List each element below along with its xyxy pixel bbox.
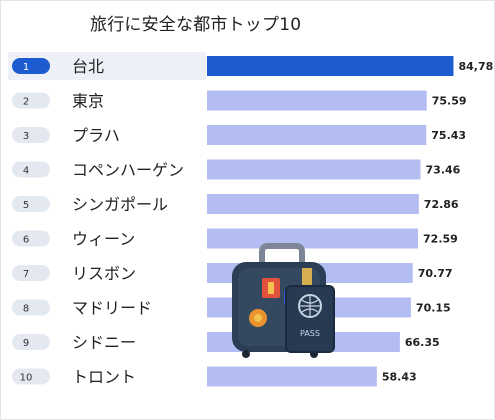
rank-label: 9	[23, 338, 29, 349]
category-label: トロント	[72, 368, 136, 387]
rank-label: 6	[23, 235, 29, 246]
svg-text:PASS: PASS	[300, 329, 320, 338]
rank-pill	[12, 92, 50, 109]
category-label: コペンハーゲン	[72, 161, 184, 180]
category-label: 東京	[72, 92, 104, 111]
rank-label: 5	[23, 200, 29, 211]
rank-pill	[12, 196, 50, 212]
rank-pill	[12, 230, 50, 247]
rank-pill	[12, 265, 50, 281]
bar	[207, 159, 421, 180]
value-label: 72.86	[424, 198, 459, 211]
bar	[207, 366, 377, 387]
category-label: シンガポール	[72, 195, 168, 214]
chart-title: 旅行に安全な都市トップ10	[90, 15, 302, 35]
category-label: マドリード	[72, 299, 152, 318]
rank-pill	[12, 299, 50, 316]
value-label: 75.43	[431, 129, 466, 142]
category-label: プラハ	[72, 126, 120, 145]
rank-pill	[12, 368, 50, 385]
value-label: 73.46	[426, 164, 461, 177]
category-label: リスボン	[72, 264, 136, 283]
bar	[207, 194, 419, 214]
rank-label: 4	[23, 166, 29, 177]
value-label: 66.35	[405, 336, 440, 349]
bar	[207, 125, 427, 145]
bar	[207, 228, 419, 249]
rank-pill	[12, 334, 50, 350]
category-label: 台北	[72, 57, 104, 76]
value-label: 72.59	[423, 233, 458, 246]
value-label: 58.43	[382, 371, 417, 384]
category-label: シドニー	[72, 333, 136, 352]
value-label: 70.77	[418, 267, 453, 280]
value-label: 75.59	[432, 95, 467, 108]
rank-label: 2	[23, 97, 29, 108]
rank-label: 1	[23, 62, 29, 73]
suitcase-and-passport-icon: PASS	[232, 243, 335, 358]
value-label: 84,78	[458, 60, 493, 73]
value-label: 70.15	[416, 302, 451, 315]
rank-label: 10	[20, 373, 33, 384]
rank-label: 8	[23, 304, 29, 315]
rank-pill	[12, 127, 50, 143]
rank-pill	[12, 161, 50, 178]
chart-rows: 1 台北 84,78 2 東京 75.59 3 プラハ 75.43 4 コペンハーゲン 73.46 5 シ…	[8, 52, 493, 387]
rank-label: 7	[23, 269, 29, 280]
category-label: ウィーン	[72, 230, 135, 249]
rank-pill	[12, 58, 50, 74]
bar	[207, 90, 427, 111]
bar	[207, 56, 454, 76]
rank-label: 3	[23, 131, 29, 142]
